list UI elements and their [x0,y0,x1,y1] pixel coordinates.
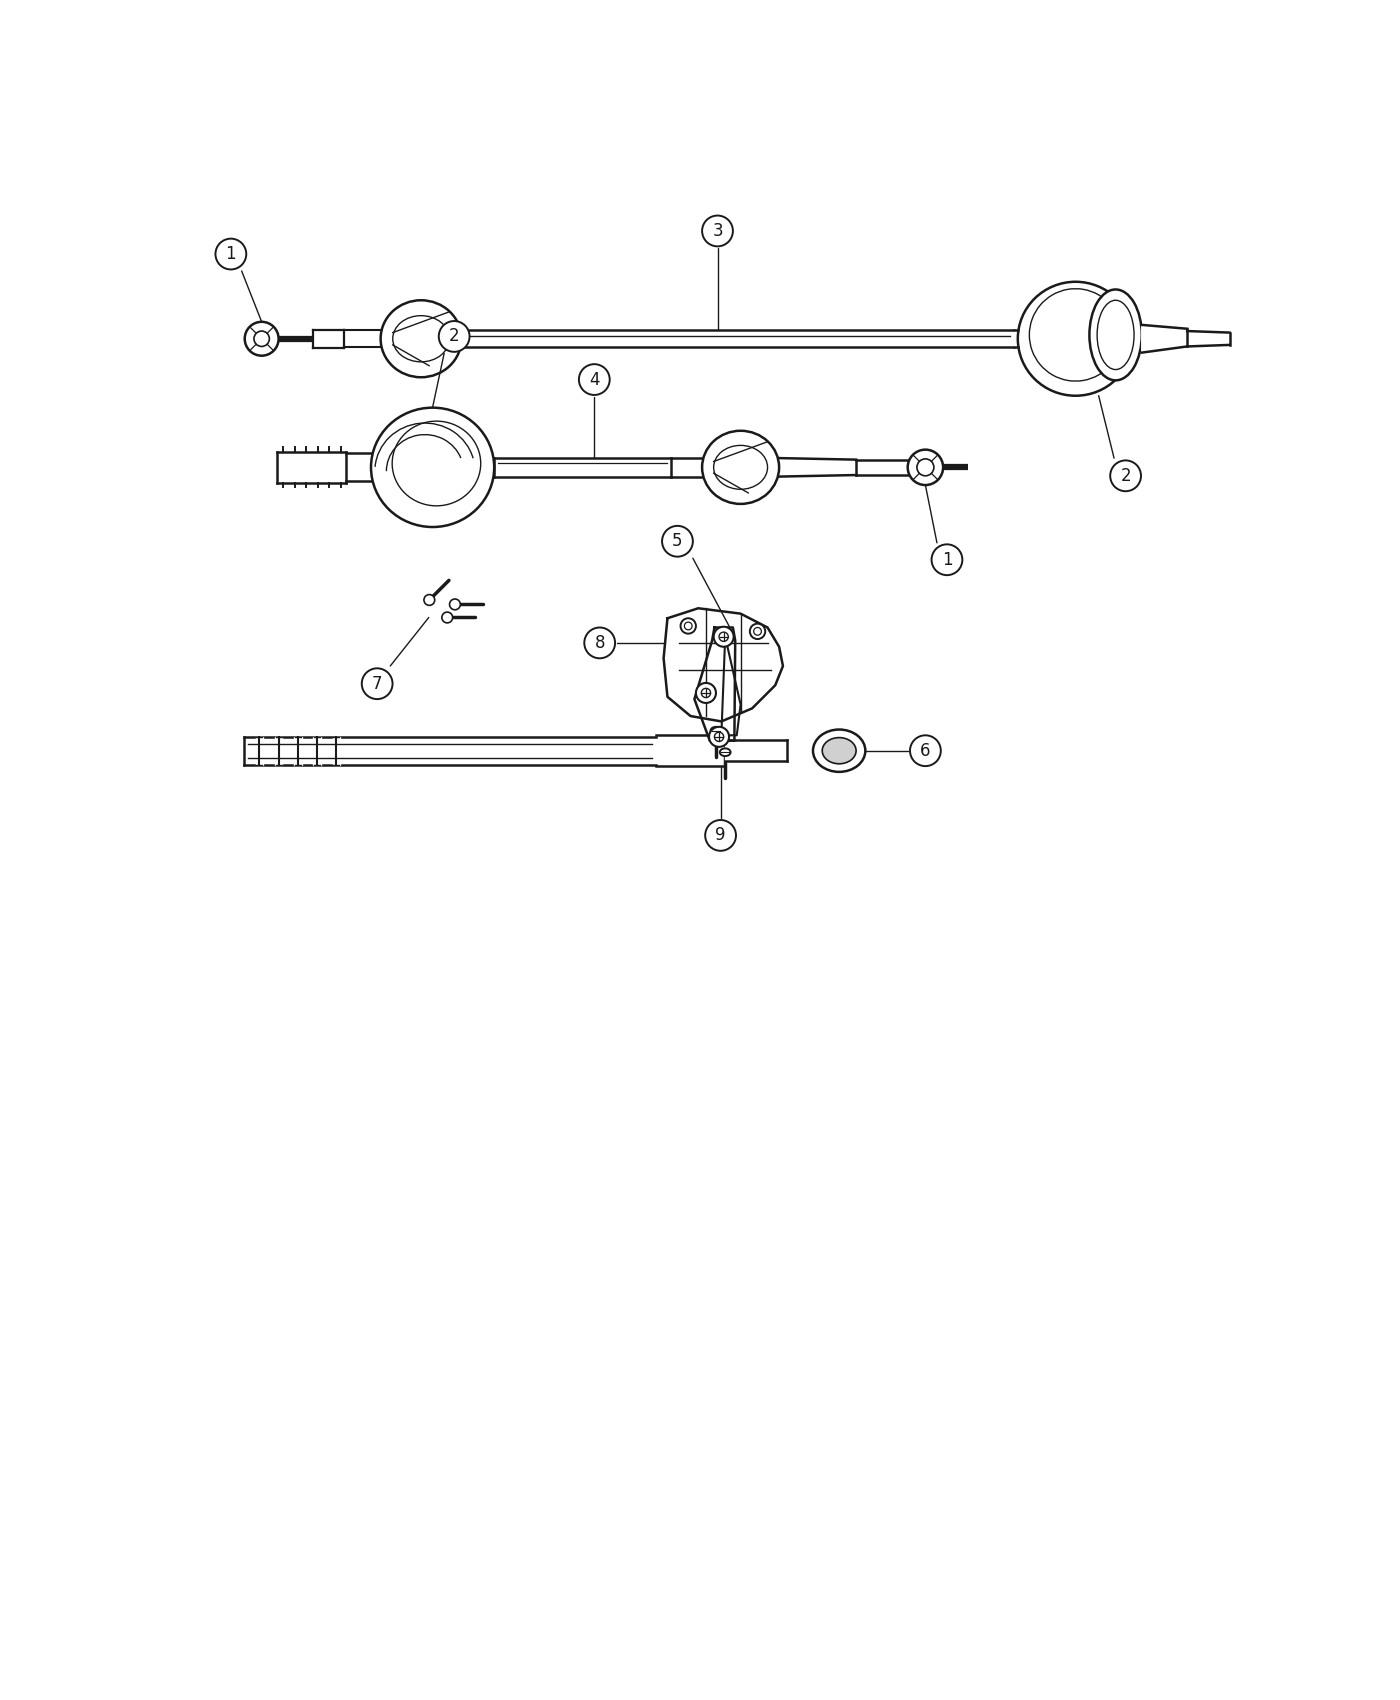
Circle shape [931,544,962,575]
Circle shape [708,728,729,746]
Ellipse shape [1089,289,1142,381]
Polygon shape [277,452,346,483]
Polygon shape [1014,330,1018,347]
Circle shape [442,612,452,622]
Circle shape [910,736,941,767]
Polygon shape [274,736,283,765]
Text: 1: 1 [225,245,237,264]
Text: 2: 2 [449,328,459,345]
Polygon shape [778,457,857,476]
Circle shape [245,321,279,355]
Polygon shape [672,457,703,476]
Ellipse shape [381,301,462,377]
Polygon shape [494,457,672,476]
Circle shape [907,449,944,484]
Polygon shape [461,330,1014,347]
Text: 9: 9 [715,826,725,845]
Polygon shape [721,638,741,736]
Circle shape [361,668,392,699]
Circle shape [714,627,734,646]
Polygon shape [657,736,725,767]
Text: 5: 5 [672,532,683,551]
Polygon shape [314,330,344,348]
Polygon shape [1142,325,1187,352]
Circle shape [216,238,246,270]
Polygon shape [694,627,735,741]
Polygon shape [314,736,321,765]
Text: 6: 6 [920,741,931,760]
Ellipse shape [703,430,778,503]
Text: 8: 8 [595,634,605,651]
Circle shape [584,627,615,658]
Polygon shape [857,459,907,474]
Circle shape [1110,461,1141,491]
Circle shape [662,525,693,556]
Polygon shape [664,609,783,721]
Circle shape [449,598,461,610]
Ellipse shape [1018,282,1134,396]
Circle shape [703,216,734,246]
Polygon shape [333,736,340,765]
Text: 4: 4 [589,371,599,389]
Text: 2: 2 [1120,468,1131,484]
Circle shape [438,321,469,352]
Text: 7: 7 [372,675,382,692]
Circle shape [706,819,736,850]
Circle shape [696,683,715,704]
Text: 1: 1 [942,551,952,570]
Polygon shape [725,740,787,762]
Polygon shape [244,736,657,765]
Text: 3: 3 [713,223,722,240]
Polygon shape [294,736,302,765]
Polygon shape [346,454,371,481]
Ellipse shape [720,748,731,756]
Ellipse shape [822,738,857,763]
Circle shape [580,364,609,394]
Ellipse shape [711,728,721,734]
Circle shape [680,619,696,634]
Ellipse shape [813,729,865,772]
Polygon shape [344,330,381,347]
Circle shape [750,624,766,639]
Polygon shape [255,736,263,765]
Circle shape [917,459,934,476]
Ellipse shape [371,408,494,527]
Polygon shape [1187,332,1229,347]
Circle shape [424,595,435,605]
Circle shape [253,332,269,347]
